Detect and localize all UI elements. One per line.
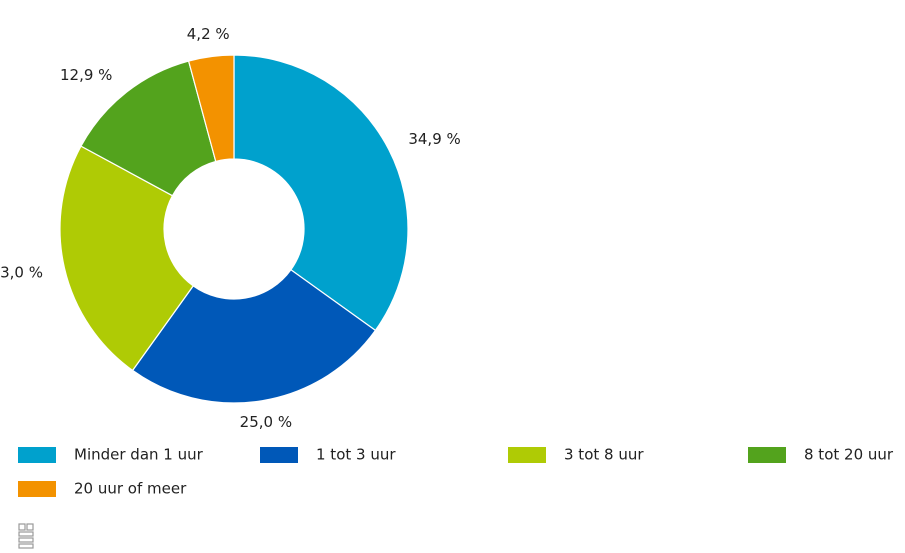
legend-label: 8 tot 20 uur — [804, 446, 894, 464]
legend-swatch — [748, 447, 786, 463]
data-label: 25,0 % — [240, 413, 292, 431]
legend-swatch — [508, 447, 546, 463]
legend-swatch — [260, 447, 298, 463]
legend-label: Minder dan 1 uur — [74, 446, 204, 464]
slice — [131, 268, 377, 404]
legend-swatch — [18, 481, 56, 497]
legend-label: 20 uur of meer — [74, 480, 187, 498]
legend-label: 3 tot 8 uur — [564, 446, 644, 464]
data-label: 4,2 % — [187, 25, 230, 43]
data-label: 23,0 % — [0, 263, 43, 281]
slice — [59, 145, 195, 372]
legend-label: 1 tot 3 uur — [316, 446, 396, 464]
slice — [233, 54, 409, 332]
slice — [187, 54, 235, 163]
data-label: 34,9 % — [408, 130, 460, 148]
logo — [18, 523, 34, 549]
legend-swatch — [18, 447, 56, 463]
data-label: 12,9 % — [60, 66, 112, 84]
